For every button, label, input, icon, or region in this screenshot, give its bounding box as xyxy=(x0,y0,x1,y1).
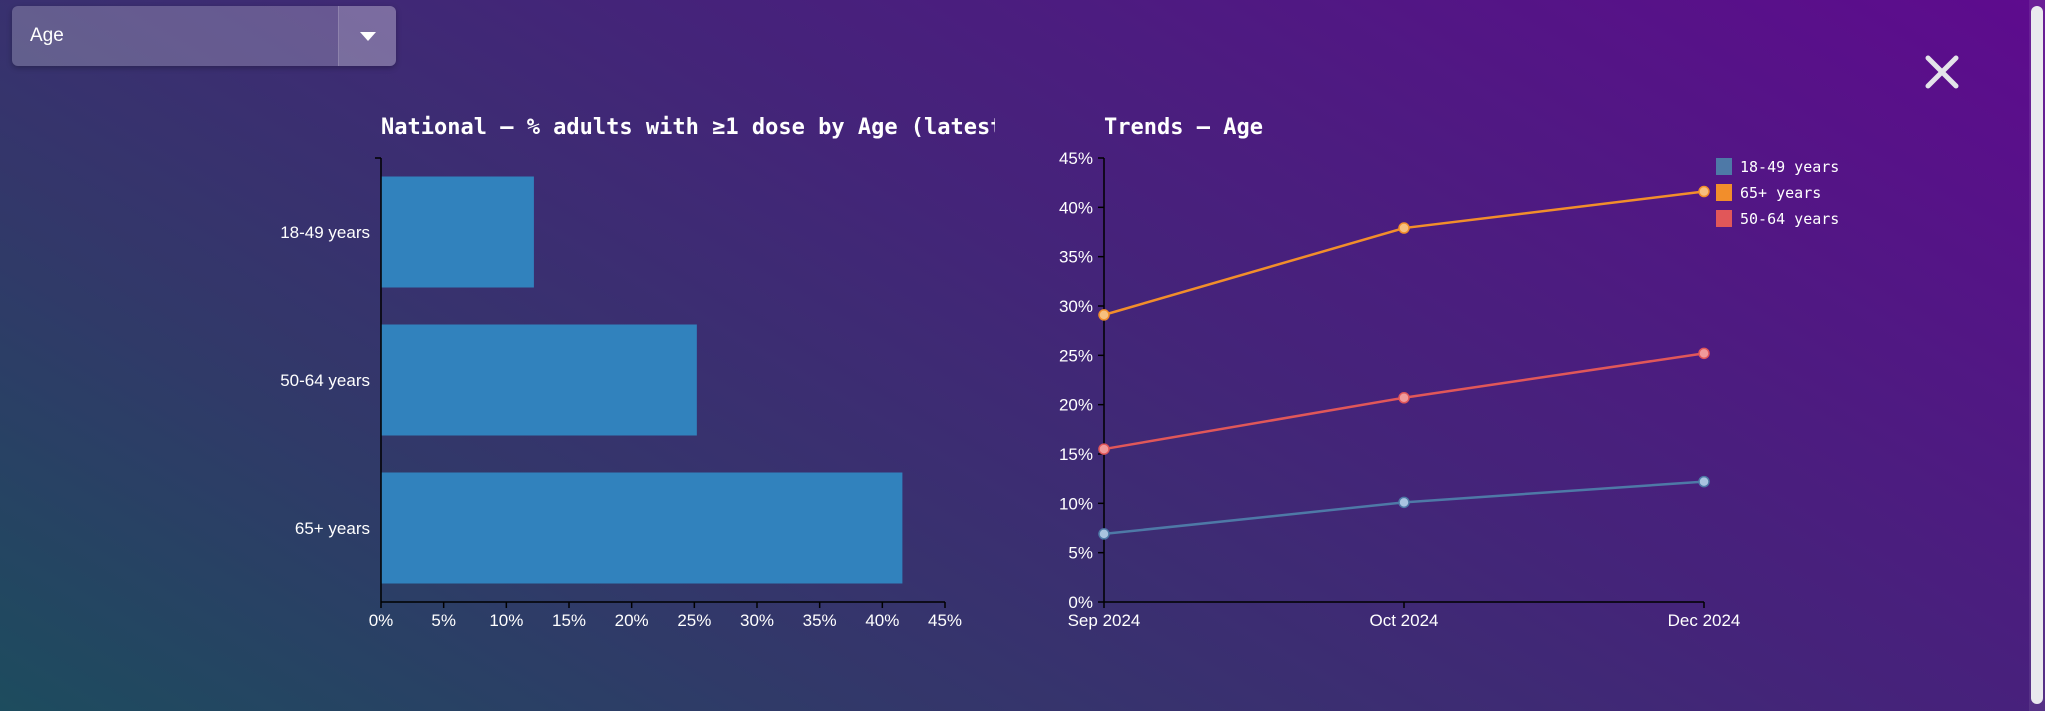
series-point-50-64-years xyxy=(1698,347,1710,360)
series-point-65-years xyxy=(1698,185,1710,198)
y-tick-label: 30% xyxy=(1059,297,1093,316)
close-icon xyxy=(1925,55,1959,89)
y-tick-label: 0% xyxy=(1068,593,1093,612)
series-point-65-years xyxy=(1398,222,1410,234)
chevron-down-icon xyxy=(360,32,376,41)
bar-18-49-years xyxy=(381,176,534,288)
x-tick-label: 45% xyxy=(928,611,962,630)
y-tick-label: 25% xyxy=(1059,346,1093,365)
scrollbar[interactable] xyxy=(2029,0,2045,711)
x-tick-label: Dec 2024 xyxy=(1668,611,1741,630)
y-tick-label: 65+ years xyxy=(295,519,370,538)
series-point-18-49-years xyxy=(1698,475,1710,488)
x-tick-label: 40% xyxy=(865,611,899,630)
x-tick-label: 30% xyxy=(740,611,774,630)
series-point-65-years xyxy=(1098,309,1110,321)
x-tick-label: 35% xyxy=(803,611,837,630)
bar-65-years xyxy=(381,472,903,584)
y-tick-label: 5% xyxy=(1068,544,1093,563)
legend-label-50-64-years: 50-64 years xyxy=(1740,210,1839,228)
y-tick-label: 35% xyxy=(1059,248,1093,267)
y-tick-label: 50-64 years xyxy=(280,371,370,390)
x-tick-label: 0% xyxy=(369,611,394,630)
bar-chart: National – % adults with ≥1 dose by Age … xyxy=(280,115,1004,630)
bar-chart-title: National – % adults with ≥1 dose by Age … xyxy=(381,115,1004,140)
series-point-18-49-years xyxy=(1098,528,1110,540)
x-tick-label: Sep 2024 xyxy=(1068,611,1141,630)
series-line-65-years xyxy=(1103,190,1705,317)
legend-label-65-years: 65+ years xyxy=(1740,184,1821,202)
line-chart-title: Trends – Age xyxy=(1104,115,1263,140)
series-point-18-49-years xyxy=(1398,496,1410,509)
bar-50-64-years xyxy=(381,324,697,436)
line-chart: Trends – Age 0% 5% 10% 15% 20% 25% 30% 35% 40% 45… xyxy=(1059,115,1839,630)
group-by-dropdown[interactable]: Age xyxy=(12,6,396,66)
y-tick-label: 45% xyxy=(1059,149,1093,168)
x-tick-label: 25% xyxy=(677,611,711,630)
x-tick-label: 5% xyxy=(431,611,456,630)
series-point-50-64-years xyxy=(1398,392,1410,404)
x-tick-label: 15% xyxy=(552,611,586,630)
y-tick-label: 20% xyxy=(1059,396,1093,415)
legend-swatch-50-64-years xyxy=(1716,210,1732,227)
y-tick-label: 40% xyxy=(1059,198,1093,217)
legend-label-18-49-years: 18-49 years xyxy=(1740,158,1839,176)
legend-swatch-65-years xyxy=(1716,184,1732,201)
x-tick-label: 20% xyxy=(615,611,649,630)
x-tick-label: 10% xyxy=(489,611,523,630)
x-tick-label: Oct 2024 xyxy=(1370,611,1439,630)
scrollbar-thumb[interactable] xyxy=(2031,6,2043,704)
y-tick-label: 10% xyxy=(1059,494,1093,513)
legend-swatch-18-49-years xyxy=(1716,158,1732,175)
close-button[interactable] xyxy=(1922,52,1962,92)
y-tick-label: 18-49 years xyxy=(280,223,370,242)
dropdown-toggle[interactable] xyxy=(338,6,396,66)
y-tick-label: 15% xyxy=(1059,445,1093,464)
series-point-50-64-years xyxy=(1098,443,1110,455)
dropdown-selected-value: Age xyxy=(30,25,64,46)
